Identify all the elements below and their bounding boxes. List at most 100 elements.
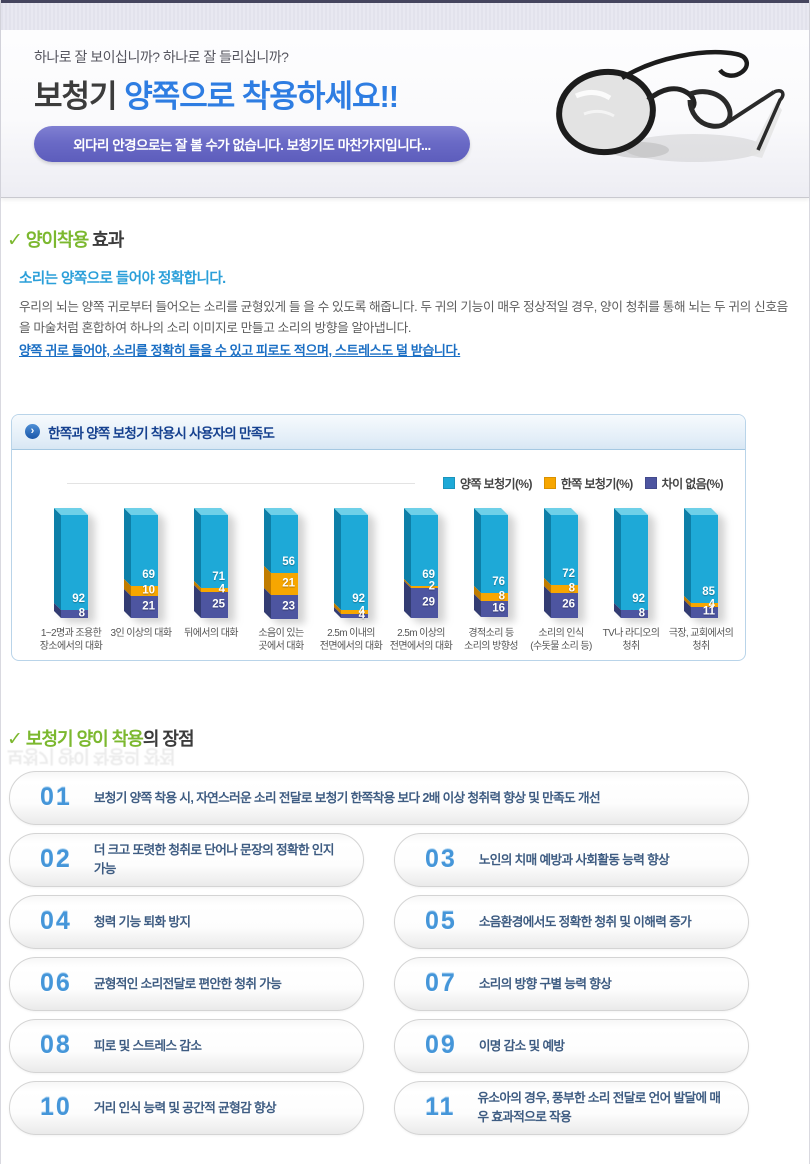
benefit-text: 유소아의 경우, 풍부한 소리 전달로 언어 발달에 매우 효과적으로 작용	[477, 1091, 721, 1124]
bar-value: 69	[422, 569, 435, 582]
bar-value: 8	[78, 606, 85, 619]
benefit-number: 08	[40, 1031, 72, 1060]
bar-value: 21	[282, 576, 295, 589]
bar-segment: 21	[264, 565, 298, 595]
bar-category-label: 뒤에서의 대화	[184, 627, 238, 639]
benefit-text: 소음환경에서도 정확한 청취 및 이해력 증가	[478, 914, 692, 929]
stacked-bar: 72 8 26	[544, 507, 578, 618]
bar-segment: 26	[544, 585, 578, 618]
check-icon: ✓	[7, 728, 23, 750]
stacked-bar: 76 8 16	[474, 507, 508, 618]
bar-category-label: TV나 라디오의 청취	[602, 627, 660, 652]
heading-green-text: 보청기 양이 착용	[25, 728, 144, 749]
chart-bar-column: 92 8 1~2명과 조용한 장소에서의 대화	[36, 507, 106, 653]
chart-bar-column: 92 8 TV나 라디오의 청취	[596, 507, 666, 653]
bar-segment: 25	[194, 584, 228, 618]
benefit-number: 04	[40, 907, 72, 936]
benefit-text: 소리의 방향 구별 능력 향상	[478, 976, 612, 991]
chart-legend: 양쪽 보청기(%) 한쪽 보청기(%) 차이 없음(%)	[67, 475, 724, 492]
legend-swatch-icon	[443, 477, 456, 490]
benefit-item: 07 소리의 방향 구별 능력 향상	[394, 956, 749, 1011]
bar-segment: 4	[684, 595, 718, 609]
bar-segment: 92	[54, 507, 88, 610]
hero-banner-pill: 외다리 안경으로는 잘 볼 수가 없습니다. 보청기도 마찬가지입니다...	[34, 126, 470, 162]
chart-plot-area: 92 8 1~2명과 조용한 장소에서의 대화 69 10 21 3인 이상의 대화 71 4 2…	[12, 492, 745, 653]
bar-value: 23	[282, 599, 295, 612]
benefit-text: 보청기 양쪽 착용 시, 자연스러운 소리 전달로 보청기 한쪽착용 보다 2배…	[93, 790, 601, 805]
legend-label: 차이 없음(%)	[661, 476, 724, 491]
benefit-item: 05 소음환경에서도 정확한 청취 및 이해력 증가	[394, 894, 749, 949]
bar-value: 16	[492, 601, 505, 614]
hero-tagline: 하나로 잘 보이십니까? 하나로 잘 들리십니까?	[34, 49, 289, 65]
effect-highlight-text: 양쪽 귀로 들어야, 소리를 정확히 들을 수 있고 피로도 적으며, 스트레스…	[19, 342, 461, 358]
bar-segment: 29	[404, 580, 438, 618]
benefit-item: 02 더 크고 또렷한 청취로 단어나 문장의 정확한 인지 가능	[9, 832, 364, 887]
top-decorative-band	[1, 0, 809, 30]
stacked-bar: 71 4 25	[194, 507, 228, 618]
benefit-item: 08 피로 및 스트레스 감소	[9, 1018, 364, 1073]
bar-segment: 8	[544, 577, 578, 594]
bar-segment: 2	[404, 578, 438, 591]
page-title-dark: 보청기	[34, 79, 125, 114]
bar-value: 8	[498, 589, 505, 602]
bar-category-label: 1~2명과 조용한 장소에서의 대화	[39, 627, 103, 652]
bar-value: 4	[708, 597, 715, 610]
bar-value: 92	[632, 593, 645, 606]
benefit-text: 이명 감소 및 예방	[478, 1038, 565, 1053]
chart-bar-column: 76 8 16 경적소리 등 소리의 방향성	[456, 507, 526, 653]
chart-bar-column: 92 4 4 2.5m 이내의 전면에서의 대화	[316, 507, 386, 653]
bar-value: 4	[218, 582, 225, 595]
chart-bar-column: 71 4 25 뒤에서의 대화	[176, 507, 246, 653]
heading-green-text: 양이착용	[25, 230, 89, 250]
benefit-text: 균형적인 소리전달로 편안한 청취 가능	[93, 976, 282, 991]
benefits-list: 01 보청기 양쪽 착용 시, 자연스러운 소리 전달로 보청기 한쪽착용 보다 …	[9, 770, 749, 1135]
legend-label: 한쪽 보청기(%)	[560, 476, 633, 491]
bar-value: 69	[142, 569, 155, 582]
legend-item: 양쪽 보청기(%)	[443, 475, 532, 492]
bar-segment: 8	[54, 602, 88, 619]
benefit-number: 11	[425, 1093, 456, 1122]
benefit-item: 06 균형적인 소리전달로 편안한 청취 가능	[9, 956, 364, 1011]
benefit-number: 07	[425, 969, 457, 998]
bar-segment: 69	[404, 507, 438, 586]
bar-value: 21	[142, 599, 155, 612]
legend-item: 차이 없음(%)	[644, 475, 724, 492]
legend-divider-line	[67, 482, 416, 484]
bar-segment: 85	[684, 507, 718, 603]
bar-value: 56	[282, 556, 295, 569]
bar-value: 26	[562, 598, 575, 611]
bar-value: 2	[428, 579, 435, 592]
chart-bar-column: 56 21 23 소음이 있는 곳에서 대화	[246, 507, 316, 653]
bar-value: 8	[638, 606, 645, 619]
effect-subtitle: 소리는 양쪽으로 들어야 정확합니다.	[19, 271, 226, 287]
glasses-icon	[544, 30, 794, 195]
benefit-item: 10 거리 인식 능력 및 공간적 균형감 향상	[9, 1080, 364, 1135]
bar-value: 92	[352, 593, 365, 606]
bar-value: 4	[358, 604, 365, 617]
bar-category-label: 소음이 있는 곳에서 대화	[258, 627, 304, 652]
benefit-number: 05	[425, 907, 457, 936]
chart-bar-column: 69 2 29 2.5m 이상의 전면에서의 대화	[386, 507, 456, 653]
bar-segment: 21	[124, 588, 158, 618]
benefit-number: 02	[40, 845, 72, 874]
bar-value: 4	[358, 608, 365, 621]
bar-segment: 71	[194, 507, 228, 588]
benefit-item: 01 보청기 양쪽 착용 시, 자연스러운 소리 전달로 보청기 한쪽착용 보다 …	[9, 770, 749, 825]
bar-segment: 11	[684, 599, 718, 618]
bar-segment: 56	[264, 507, 298, 573]
stacked-bar: 56 21 23	[264, 507, 298, 619]
legend-item: 한쪽 보청기(%)	[543, 475, 633, 492]
benefit-text: 노인의 치매 예방과 사회활동 능력 향상	[478, 852, 670, 867]
benefit-text: 거리 인식 능력 및 공간적 균형감 향상	[93, 1100, 277, 1115]
bar-segment: 4	[194, 580, 228, 594]
chart-header: › 한쪽과 양쪽 보청기 착용시 사용자의 만족도	[12, 414, 745, 450]
arrow-bullet-icon: ›	[25, 424, 40, 440]
bar-segment: 8	[614, 602, 648, 619]
bar-segment: 23	[264, 587, 298, 619]
hero-banner: 하나로 잘 보이십니까? 하나로 잘 들리십니까? 보청기 양쪽으로 착용하세요…	[1, 0, 809, 198]
bar-value: 71	[212, 571, 225, 584]
bar-value: 8	[568, 581, 575, 594]
bar-segment: 76	[474, 507, 508, 593]
benefit-text: 더 크고 또렷한 청취로 단어나 문장의 정확한 인지 가능	[93, 843, 335, 876]
bar-category-label: 2.5m 이내의 전면에서의 대화	[319, 627, 383, 652]
